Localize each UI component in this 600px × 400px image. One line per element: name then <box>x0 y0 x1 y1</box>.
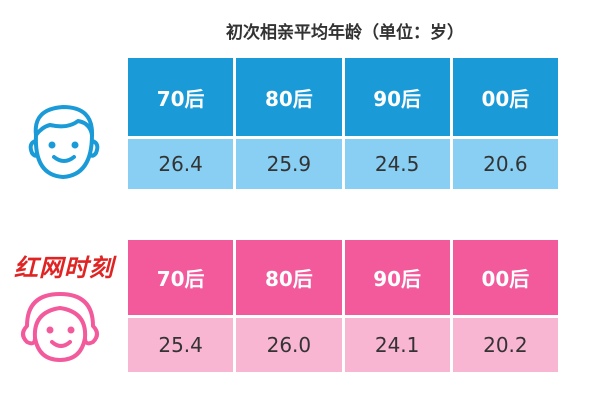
header-cell: 00后 <box>452 58 558 136</box>
value-cell: 26.0 <box>236 318 342 372</box>
header-cell: 00后 <box>452 240 558 315</box>
value-cell: 20.6 <box>452 139 558 189</box>
header-cell: 70后 <box>128 240 234 315</box>
female-table: 70后 80后 90后 00后 25.4 26.0 24.1 20.2 <box>128 240 558 372</box>
male-table: 70后 80后 90后 00后 26.4 25.9 24.5 20.6 <box>128 58 558 189</box>
value-cell: 24.1 <box>344 318 450 372</box>
header-cell: 80后 <box>236 58 342 136</box>
boy-icon <box>28 105 100 180</box>
watermark: 红网时刻 <box>14 254 114 282</box>
value-cell: 25.4 <box>128 318 234 372</box>
value-cell: 20.2 <box>452 318 558 372</box>
girl-icon <box>21 292 99 363</box>
header-cell: 80后 <box>236 240 342 315</box>
value-cell: 24.5 <box>344 139 450 189</box>
value-cell: 25.9 <box>236 139 342 189</box>
value-cell: 26.4 <box>128 139 234 189</box>
header-cell: 90后 <box>344 58 450 136</box>
title: 初次相亲平均年龄（单位：岁） <box>226 23 464 43</box>
header-cell: 70后 <box>128 58 234 136</box>
header-cell: 90后 <box>344 240 450 315</box>
